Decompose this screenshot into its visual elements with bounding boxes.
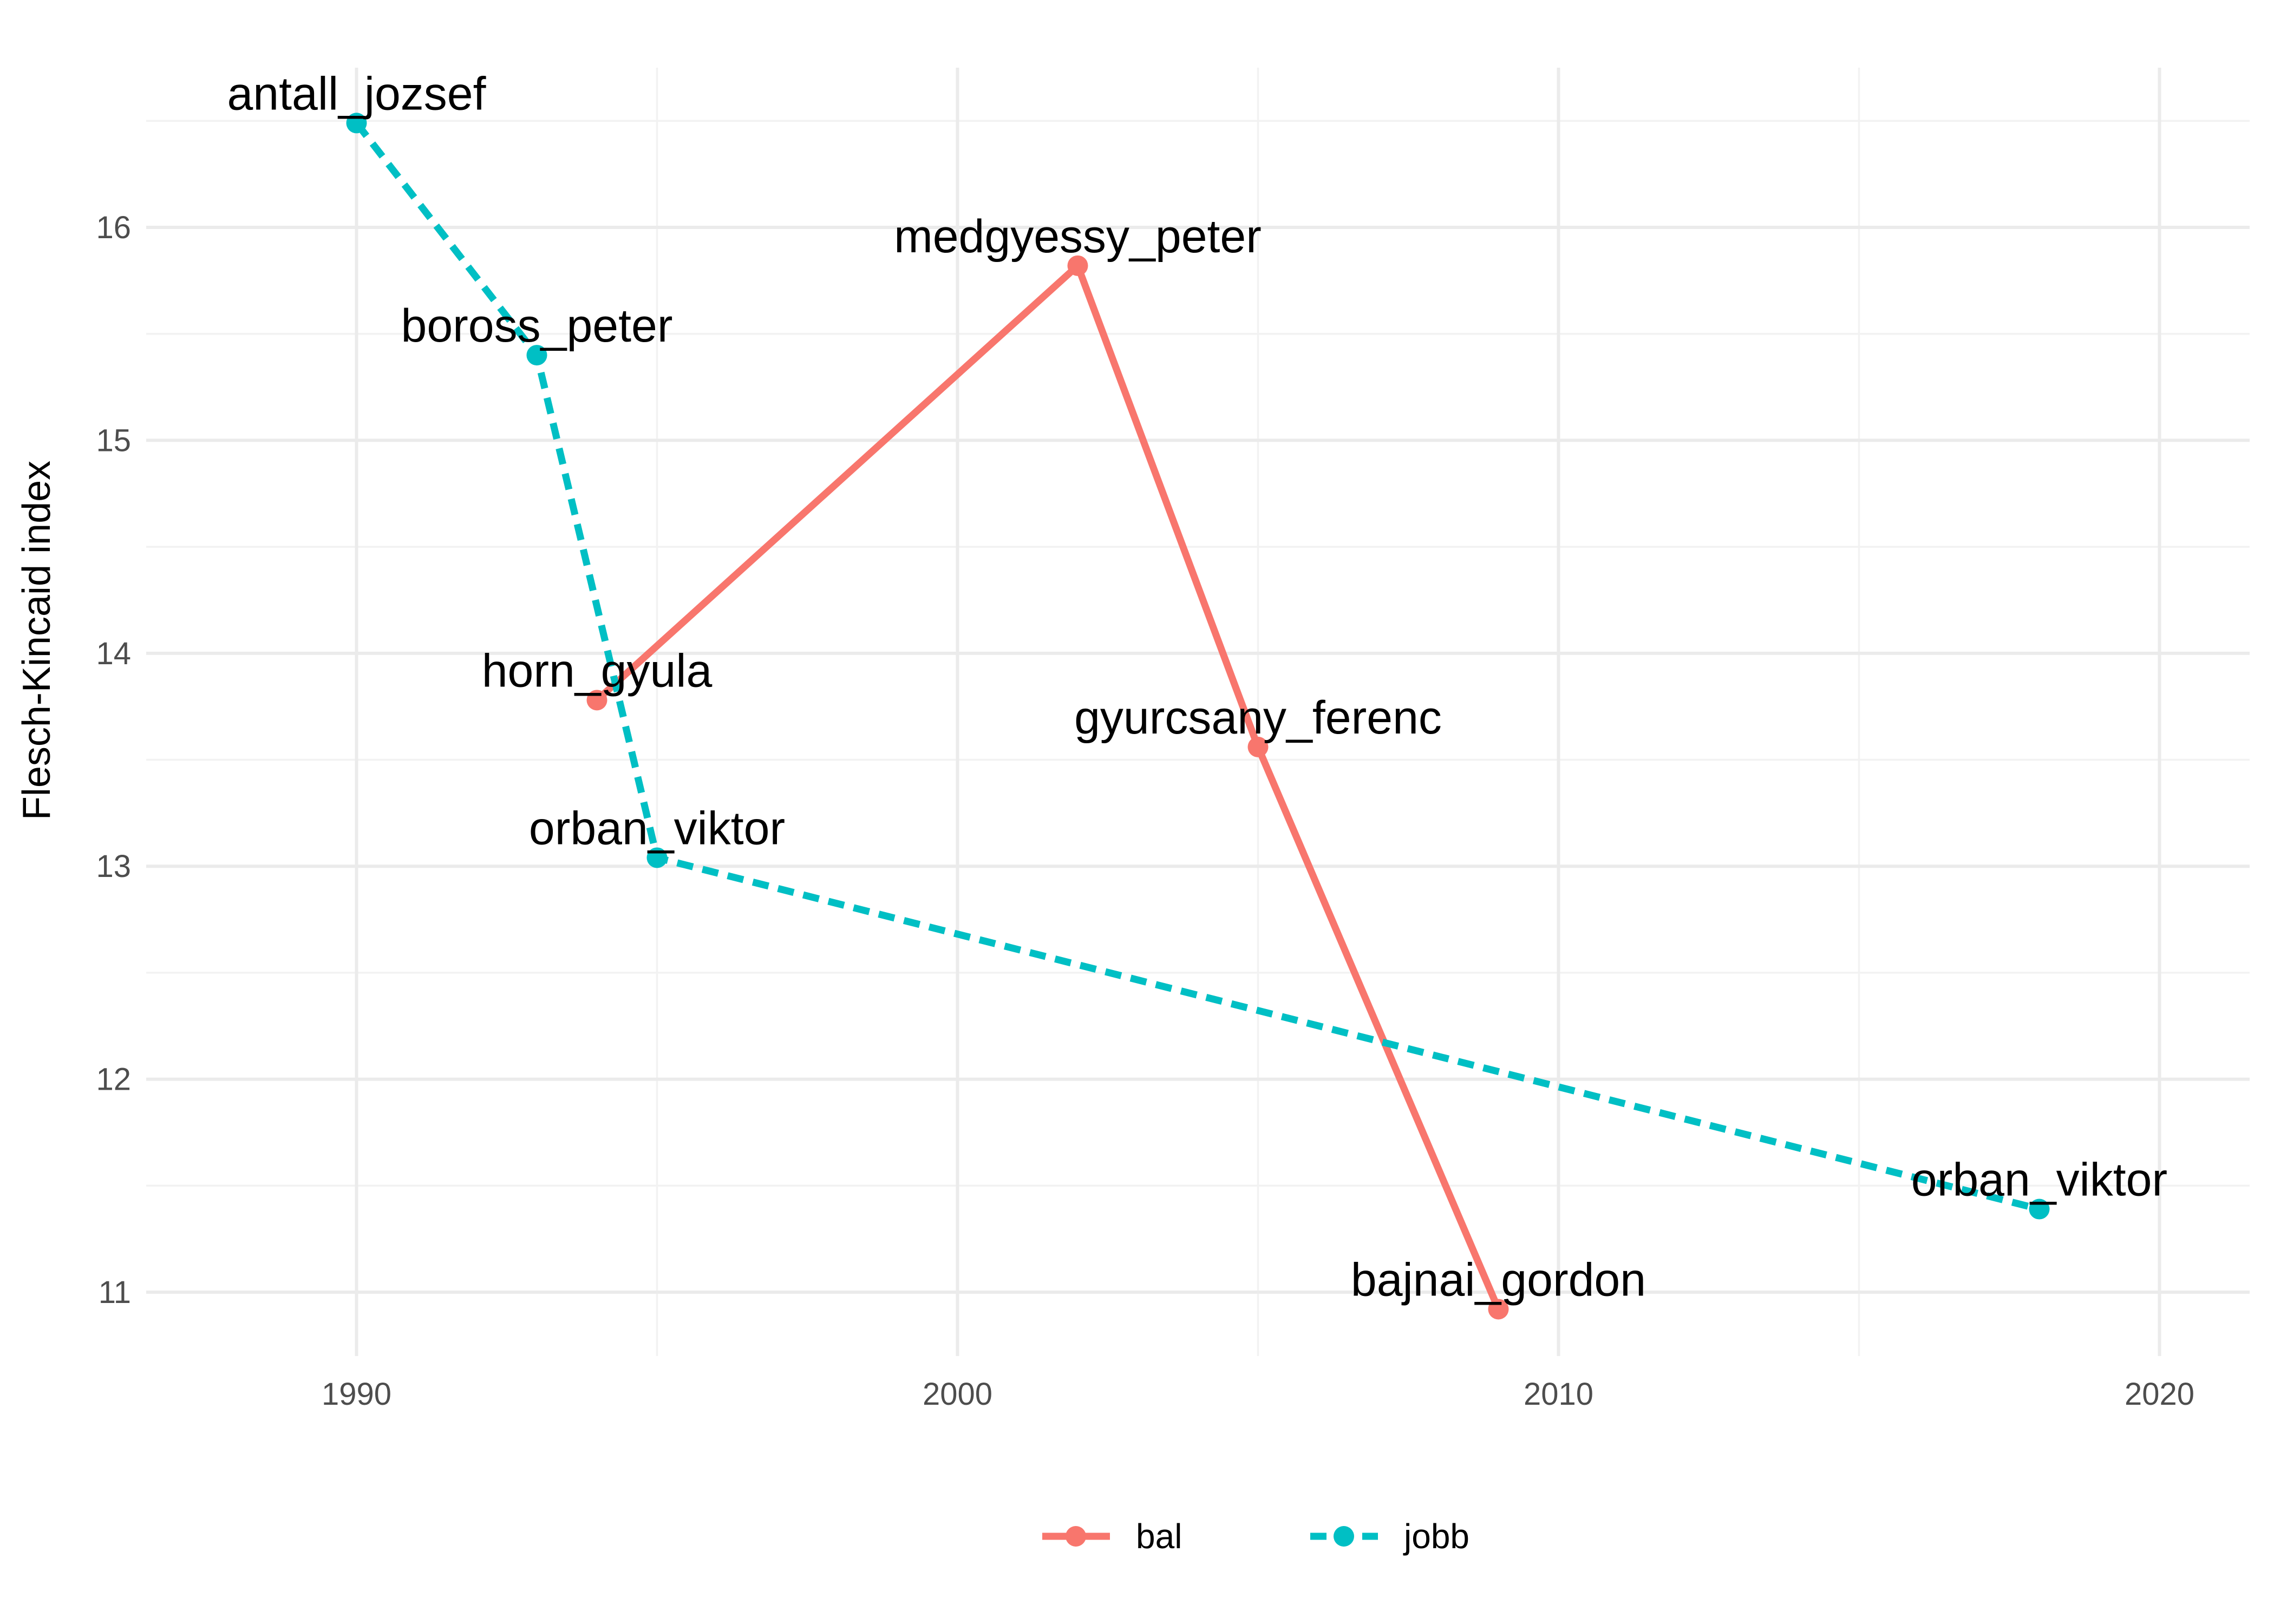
point-label: orban_viktor [529,802,785,854]
series-line-jobb [354,121,2041,1213]
data-point-jobb [2029,1199,2050,1220]
point-label: antall_jozsef [227,68,486,120]
data-point-bal [1488,1299,1509,1320]
y-tick-label: 14 [96,636,131,671]
x-tick-label: 2020 [2125,1377,2194,1412]
x-tick-label: 2000 [923,1377,992,1412]
y-tick-label: 13 [96,849,131,884]
data-point-jobb [646,847,668,868]
point-label: medgyessy_peter [894,211,1262,263]
y-tick-label: 15 [96,423,131,458]
legend-label-jobb: jobb [1403,1517,1469,1556]
y-axis-title: Flesch-Kincaid index [15,461,58,820]
x-tick-label: 1990 [322,1377,391,1412]
point-label: gyurcsany_ferenc [1074,692,1442,744]
point-label: bajnai_gordon [1351,1254,1646,1306]
x-tick-label: 2010 [1524,1377,1593,1412]
legend: bal jobb [1042,1517,1469,1556]
y-tick-label: 12 [96,1062,131,1097]
y-tick-label: 16 [96,210,131,245]
point-labels: horn_gyula medgyessy_peter gyurcsany_feren… [227,68,2167,1306]
point-label: orban_viktor [1911,1154,2167,1206]
data-point-jobb [346,113,367,134]
data-point-bal [1247,736,1269,757]
data-point-jobb [526,345,547,366]
legend-key-point-bal [1066,1526,1086,1547]
series-line-bal [594,262,1502,1311]
series-layer [346,113,2050,1320]
point-label: boross_peter [401,300,673,352]
minor-gridlines [146,68,2250,1356]
y-axis-tick-labels: 11 12 13 14 15 16 [96,210,131,1310]
data-point-bal [586,690,607,711]
legend-key-point-jobb [1334,1526,1354,1547]
major-gridlines [146,68,2250,1356]
y-tick-label: 11 [99,1275,131,1310]
point-label: horn_gyula [482,645,713,697]
legend-label-bal: bal [1136,1517,1182,1556]
data-point-bal [1067,255,1088,276]
x-axis-tick-labels: 1990 2000 2010 2020 [322,1377,2194,1412]
